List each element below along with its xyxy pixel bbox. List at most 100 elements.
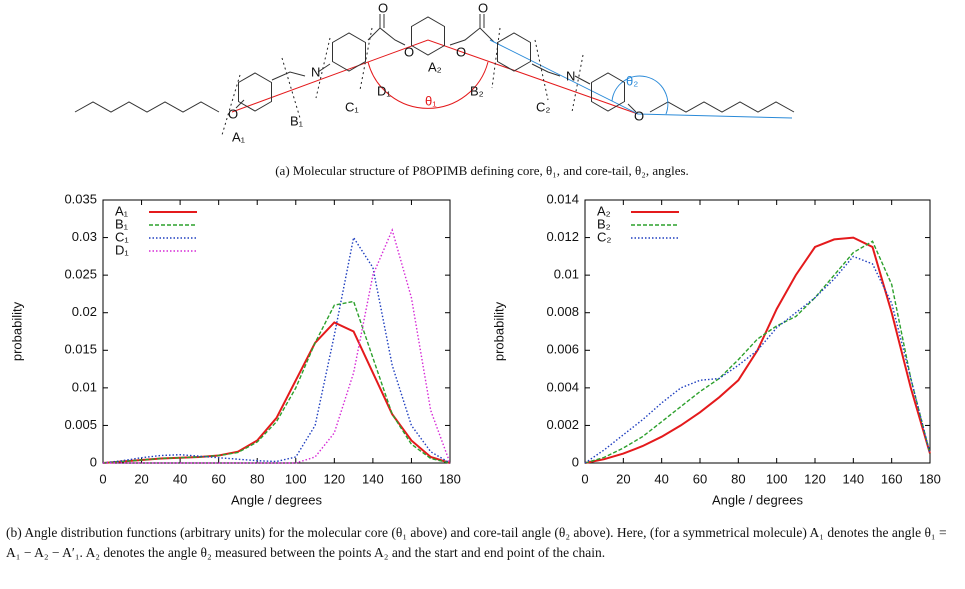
y-tick-label: 0: [90, 454, 97, 469]
legend-label: B₂: [597, 216, 611, 231]
cut-line: [359, 27, 373, 91]
x-tick-label: 40: [173, 471, 187, 486]
x-tick-label: 20: [616, 471, 630, 486]
x-tick-label: 60: [693, 471, 707, 486]
series-line: [584, 236, 931, 464]
tail-angle-line: [489, 39, 793, 119]
x-axis-label: Angle / degrees: [712, 492, 804, 507]
series-line: [102, 235, 451, 464]
molecule: [74, 14, 795, 136]
series-line: [584, 240, 931, 464]
bond: [574, 75, 591, 85]
segment-label: C₂: [536, 99, 550, 114]
y-tick-label: 0.014: [546, 191, 579, 206]
benzene-ring: [411, 16, 445, 56]
x-tick-label: 100: [766, 471, 788, 486]
segment-label: B₂: [470, 83, 484, 98]
benzene-ring: [238, 72, 272, 112]
atom-label: O: [378, 0, 388, 15]
cut-line: [221, 74, 241, 136]
angle-label: θ₂: [626, 73, 638, 88]
y-tick-label: 0.012: [546, 229, 579, 244]
caption: (a) Molecular structure of P8OPIMB defin…: [275, 163, 689, 178]
x-tick-label: 140: [842, 471, 864, 486]
segment-label: C₁: [345, 99, 359, 114]
core-angle-line: [231, 39, 639, 115]
y-tick-label: 0.008: [546, 304, 579, 319]
x-tick-label: 140: [362, 471, 384, 486]
alkyl-tail: [74, 101, 220, 113]
bond: [367, 27, 406, 46]
core-angle-arc: [367, 61, 489, 109]
y-tick-label: 0.03: [72, 229, 97, 244]
series-line: [102, 300, 451, 464]
alkyl-tail: [649, 101, 795, 113]
angle-label: θ₁: [425, 93, 437, 108]
atom-label: O: [456, 44, 466, 59]
legend-label: C₂: [597, 229, 611, 244]
bond: [271, 71, 306, 81]
atom-label: O: [478, 0, 488, 15]
bond: [317, 63, 331, 73]
y-tick-label: 0.004: [546, 379, 579, 394]
cut-line: [491, 27, 501, 89]
y-tick-label: 0.01: [554, 267, 579, 282]
y-tick-label: 0.005: [64, 417, 97, 432]
atom-labels: O N O O O O N O A₁ B₁ C₁ D₁ θ₁ A₂ B₂ C₂ …: [228, 0, 644, 144]
y-tick-label: 0.02: [72, 304, 97, 319]
tail-angle-arc: [611, 75, 669, 115]
x-tick-label: 160: [881, 471, 903, 486]
y-tick-label: 0.025: [64, 267, 97, 282]
segment-label: B₁: [290, 113, 304, 128]
x-tick-label: 0: [99, 471, 106, 486]
cut-line: [315, 37, 331, 99]
atom-label: O: [634, 108, 644, 123]
series-line: [102, 321, 451, 464]
x-tick-label: 120: [804, 471, 826, 486]
x-tick-label: 180: [439, 471, 461, 486]
x-tick-label: 80: [250, 471, 264, 486]
benzene-ring: [497, 32, 531, 72]
atom-label: O: [228, 106, 238, 121]
y-tick-label: 0: [572, 454, 579, 469]
bond: [449, 27, 495, 46]
benzene-ring: [332, 32, 366, 72]
y-axis-label: probability: [491, 301, 506, 361]
x-tick-label: 40: [654, 471, 668, 486]
y-tick-label: 0.01: [72, 379, 97, 394]
y-tick-label: 0.002: [546, 417, 579, 432]
x-axis-label: Angle / degrees: [231, 492, 323, 507]
atom-label: O: [404, 44, 414, 59]
x-tick-label: 100: [285, 471, 307, 486]
y-tick-label: 0.006: [546, 342, 579, 357]
bond: [235, 99, 245, 109]
legend-label: A₂: [597, 203, 611, 218]
atom-label: N: [566, 68, 575, 83]
cut-line: [534, 39, 549, 101]
atom-label: N: [311, 64, 320, 79]
legend-label: A₁: [115, 203, 129, 218]
y-tick-label: 0.035: [64, 191, 97, 206]
y-axis-label: probability: [9, 301, 24, 361]
plot-frame: [102, 199, 451, 464]
benzene-ring: [591, 72, 625, 112]
x-tick-label: 120: [323, 471, 345, 486]
x-tick-label: 60: [211, 471, 225, 486]
caption: (b) Angle distribution functions (arbitr…: [6, 525, 947, 560]
x-tick-label: 20: [134, 471, 148, 486]
y-tick-label: 0.015: [64, 342, 97, 357]
plot-frame: [584, 199, 931, 464]
x-tick-label: 160: [401, 471, 423, 486]
bond: [627, 103, 637, 113]
segment-label: D₁: [377, 83, 391, 98]
legend-label: D₁: [115, 242, 129, 257]
cut-line: [281, 57, 301, 119]
series-line: [584, 255, 931, 464]
x-tick-label: 180: [919, 471, 941, 486]
x-tick-label: 0: [581, 471, 588, 486]
x-tick-label: 80: [731, 471, 745, 486]
series-line: [103, 228, 451, 464]
legend-label: C₁: [115, 229, 129, 244]
